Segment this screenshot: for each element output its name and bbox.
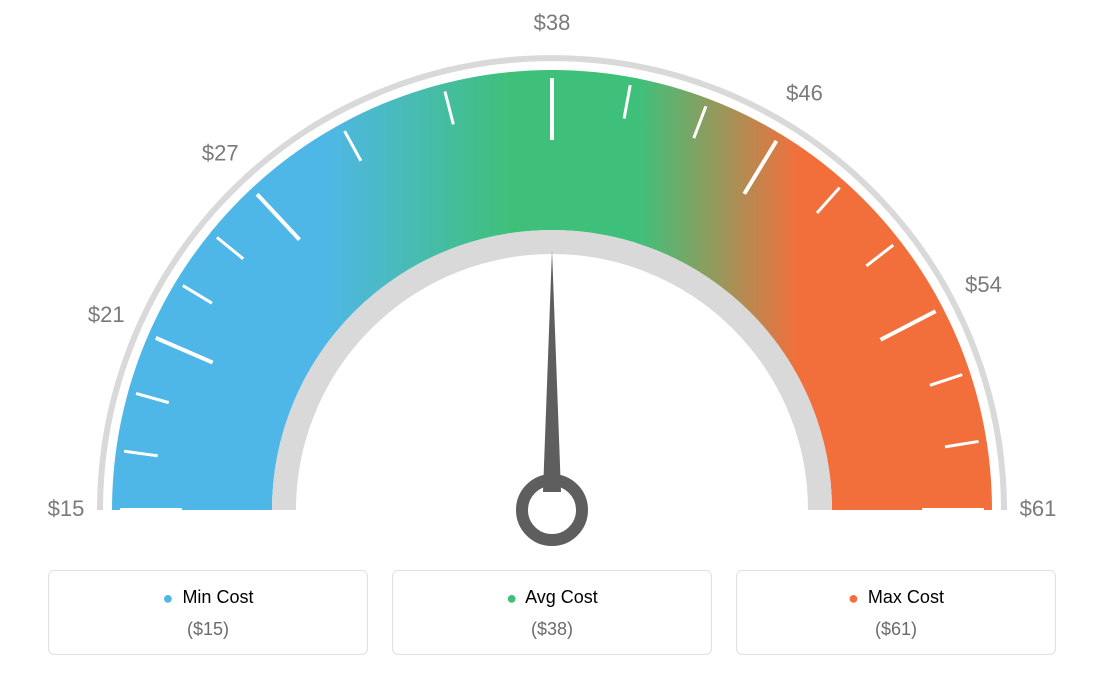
legend-value-avg: ($38) [393,619,711,640]
legend-label-avg: ● Avg Cost [393,587,711,609]
legend-label-text: Avg Cost [525,587,598,607]
gauge-svg: $15 $21 $27 $38 $46 $54 $61 [0,0,1104,560]
legend-card-max: ● Max Cost ($61) [736,570,1056,655]
tick-label: $38 [534,10,571,35]
legend-label-text: Min Cost [182,587,253,607]
legend-row: ● Min Cost ($15) ● Avg Cost ($38) ● Max … [0,570,1104,655]
tick-label: $46 [786,81,823,106]
dot-icon: ● [506,588,517,608]
dot-icon: ● [163,588,174,608]
tick-label: $15 [48,496,85,521]
legend-value-min: ($15) [49,619,367,640]
legend-card-avg: ● Avg Cost ($38) [392,570,712,655]
gauge-chart: $15 $21 $27 $38 $46 $54 $61 [0,0,1104,560]
tick-label: $61 [1020,496,1057,521]
legend-label-min: ● Min Cost [49,587,367,609]
needle [543,250,561,492]
legend-card-min: ● Min Cost ($15) [48,570,368,655]
legend-label-text: Max Cost [868,587,944,607]
tick-label: $21 [88,302,125,327]
legend-label-max: ● Max Cost [737,587,1055,609]
tick-label: $54 [965,272,1002,297]
tick-label: $27 [202,141,239,166]
dot-icon: ● [848,588,859,608]
legend-value-max: ($61) [737,619,1055,640]
